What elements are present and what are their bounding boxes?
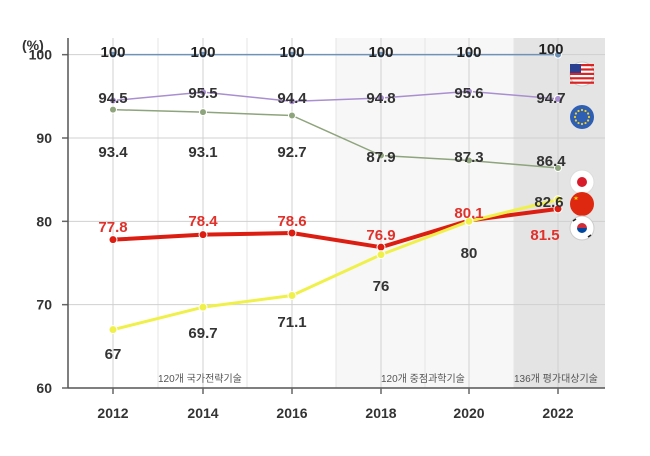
data-label: 100: [190, 44, 215, 61]
data-point: [287, 291, 297, 300]
data-label: 95.5: [188, 85, 217, 102]
data-label: 94.7: [536, 90, 565, 107]
eu-flag-icon: [570, 105, 594, 129]
data-label: 100: [279, 44, 304, 61]
data-point: [553, 195, 563, 205]
data-label: 94.5: [98, 90, 127, 107]
data-label: 81.5: [530, 227, 559, 244]
y-tick-label: 90: [36, 130, 52, 146]
x-tick-label: 2022: [542, 405, 573, 421]
data-point: [288, 50, 296, 59]
data-point: [377, 50, 385, 59]
data-point: [554, 164, 562, 172]
data-label: 87.3: [454, 149, 483, 166]
data-point: [109, 50, 117, 59]
data-point: [288, 97, 296, 106]
data-label: 95.6: [454, 85, 483, 102]
period-label: 120개 국가전략기술: [158, 373, 242, 385]
data-point: [376, 242, 386, 252]
korea-flag-icon: [569, 215, 595, 241]
series-line-eu: [112, 90, 559, 103]
data-point: [377, 94, 385, 102]
data-label: 100: [100, 44, 125, 61]
x-tick-label: 2012: [97, 405, 128, 421]
usa-flag-icon: [569, 61, 595, 87]
x-tick-label: 2020: [453, 405, 484, 421]
data-point: [109, 96, 117, 105]
x-tick-label: 2018: [365, 405, 396, 421]
data-point: [199, 108, 207, 117]
data-point: [465, 50, 473, 59]
data-label: 86.4: [536, 153, 566, 170]
data-label: 92.7: [277, 144, 306, 161]
y-tick-label: 60: [36, 380, 52, 396]
data-point: [108, 235, 118, 245]
data-label: 100: [456, 44, 481, 61]
data-label: 78.4: [188, 213, 218, 230]
data-label: 80: [461, 245, 478, 262]
period-label: 136개 평가대상기술: [514, 373, 598, 385]
data-label: 71.1: [277, 314, 306, 331]
y-tick-label: 80: [36, 213, 52, 229]
y-unit-label: (%): [22, 37, 44, 53]
china-flag-icon: [570, 192, 594, 216]
data-label: 100: [368, 44, 393, 61]
series-line-korea: [111, 198, 560, 332]
period-label: 120개 중점과학기술: [381, 373, 465, 385]
data-point: [199, 50, 207, 59]
data-label: 76.9: [366, 227, 395, 244]
data-point: [199, 88, 207, 97]
data-point: [287, 228, 297, 238]
data-point: [553, 204, 563, 214]
data-point: [465, 87, 473, 96]
data-point: [198, 302, 208, 312]
series-line-japan: [112, 108, 559, 169]
data-label: 93.1: [188, 144, 217, 161]
data-point: [198, 230, 208, 240]
data-label: 82.6: [534, 194, 563, 211]
data-label: 94.8: [366, 90, 395, 107]
x-tick-label: 2016: [276, 405, 307, 421]
data-label: 93.4: [98, 144, 128, 161]
data-point: [109, 105, 117, 114]
data-point: [108, 325, 118, 335]
data-label: 67: [105, 346, 122, 363]
data-label: 94.4: [277, 90, 307, 107]
japan-flag-icon: [569, 169, 595, 195]
data-label: 76: [373, 278, 390, 295]
data-label: 80.1: [454, 205, 483, 222]
data-label: 87.9: [366, 149, 395, 166]
x-tick-label: 2014: [187, 405, 218, 421]
data-label: 69.7: [188, 325, 217, 342]
data-point: [554, 50, 562, 59]
data-label: 100: [538, 41, 563, 58]
data-point: [376, 250, 386, 260]
data-label: 77.8: [98, 219, 127, 236]
y-tick-label: 70: [36, 297, 52, 313]
data-point: [464, 216, 474, 226]
data-point: [465, 156, 473, 165]
data-label: 78.6: [277, 213, 306, 230]
data-point: [288, 111, 296, 120]
y-tick-label: 100: [29, 47, 53, 63]
data-point: [377, 151, 385, 160]
data-point: [554, 94, 562, 103]
